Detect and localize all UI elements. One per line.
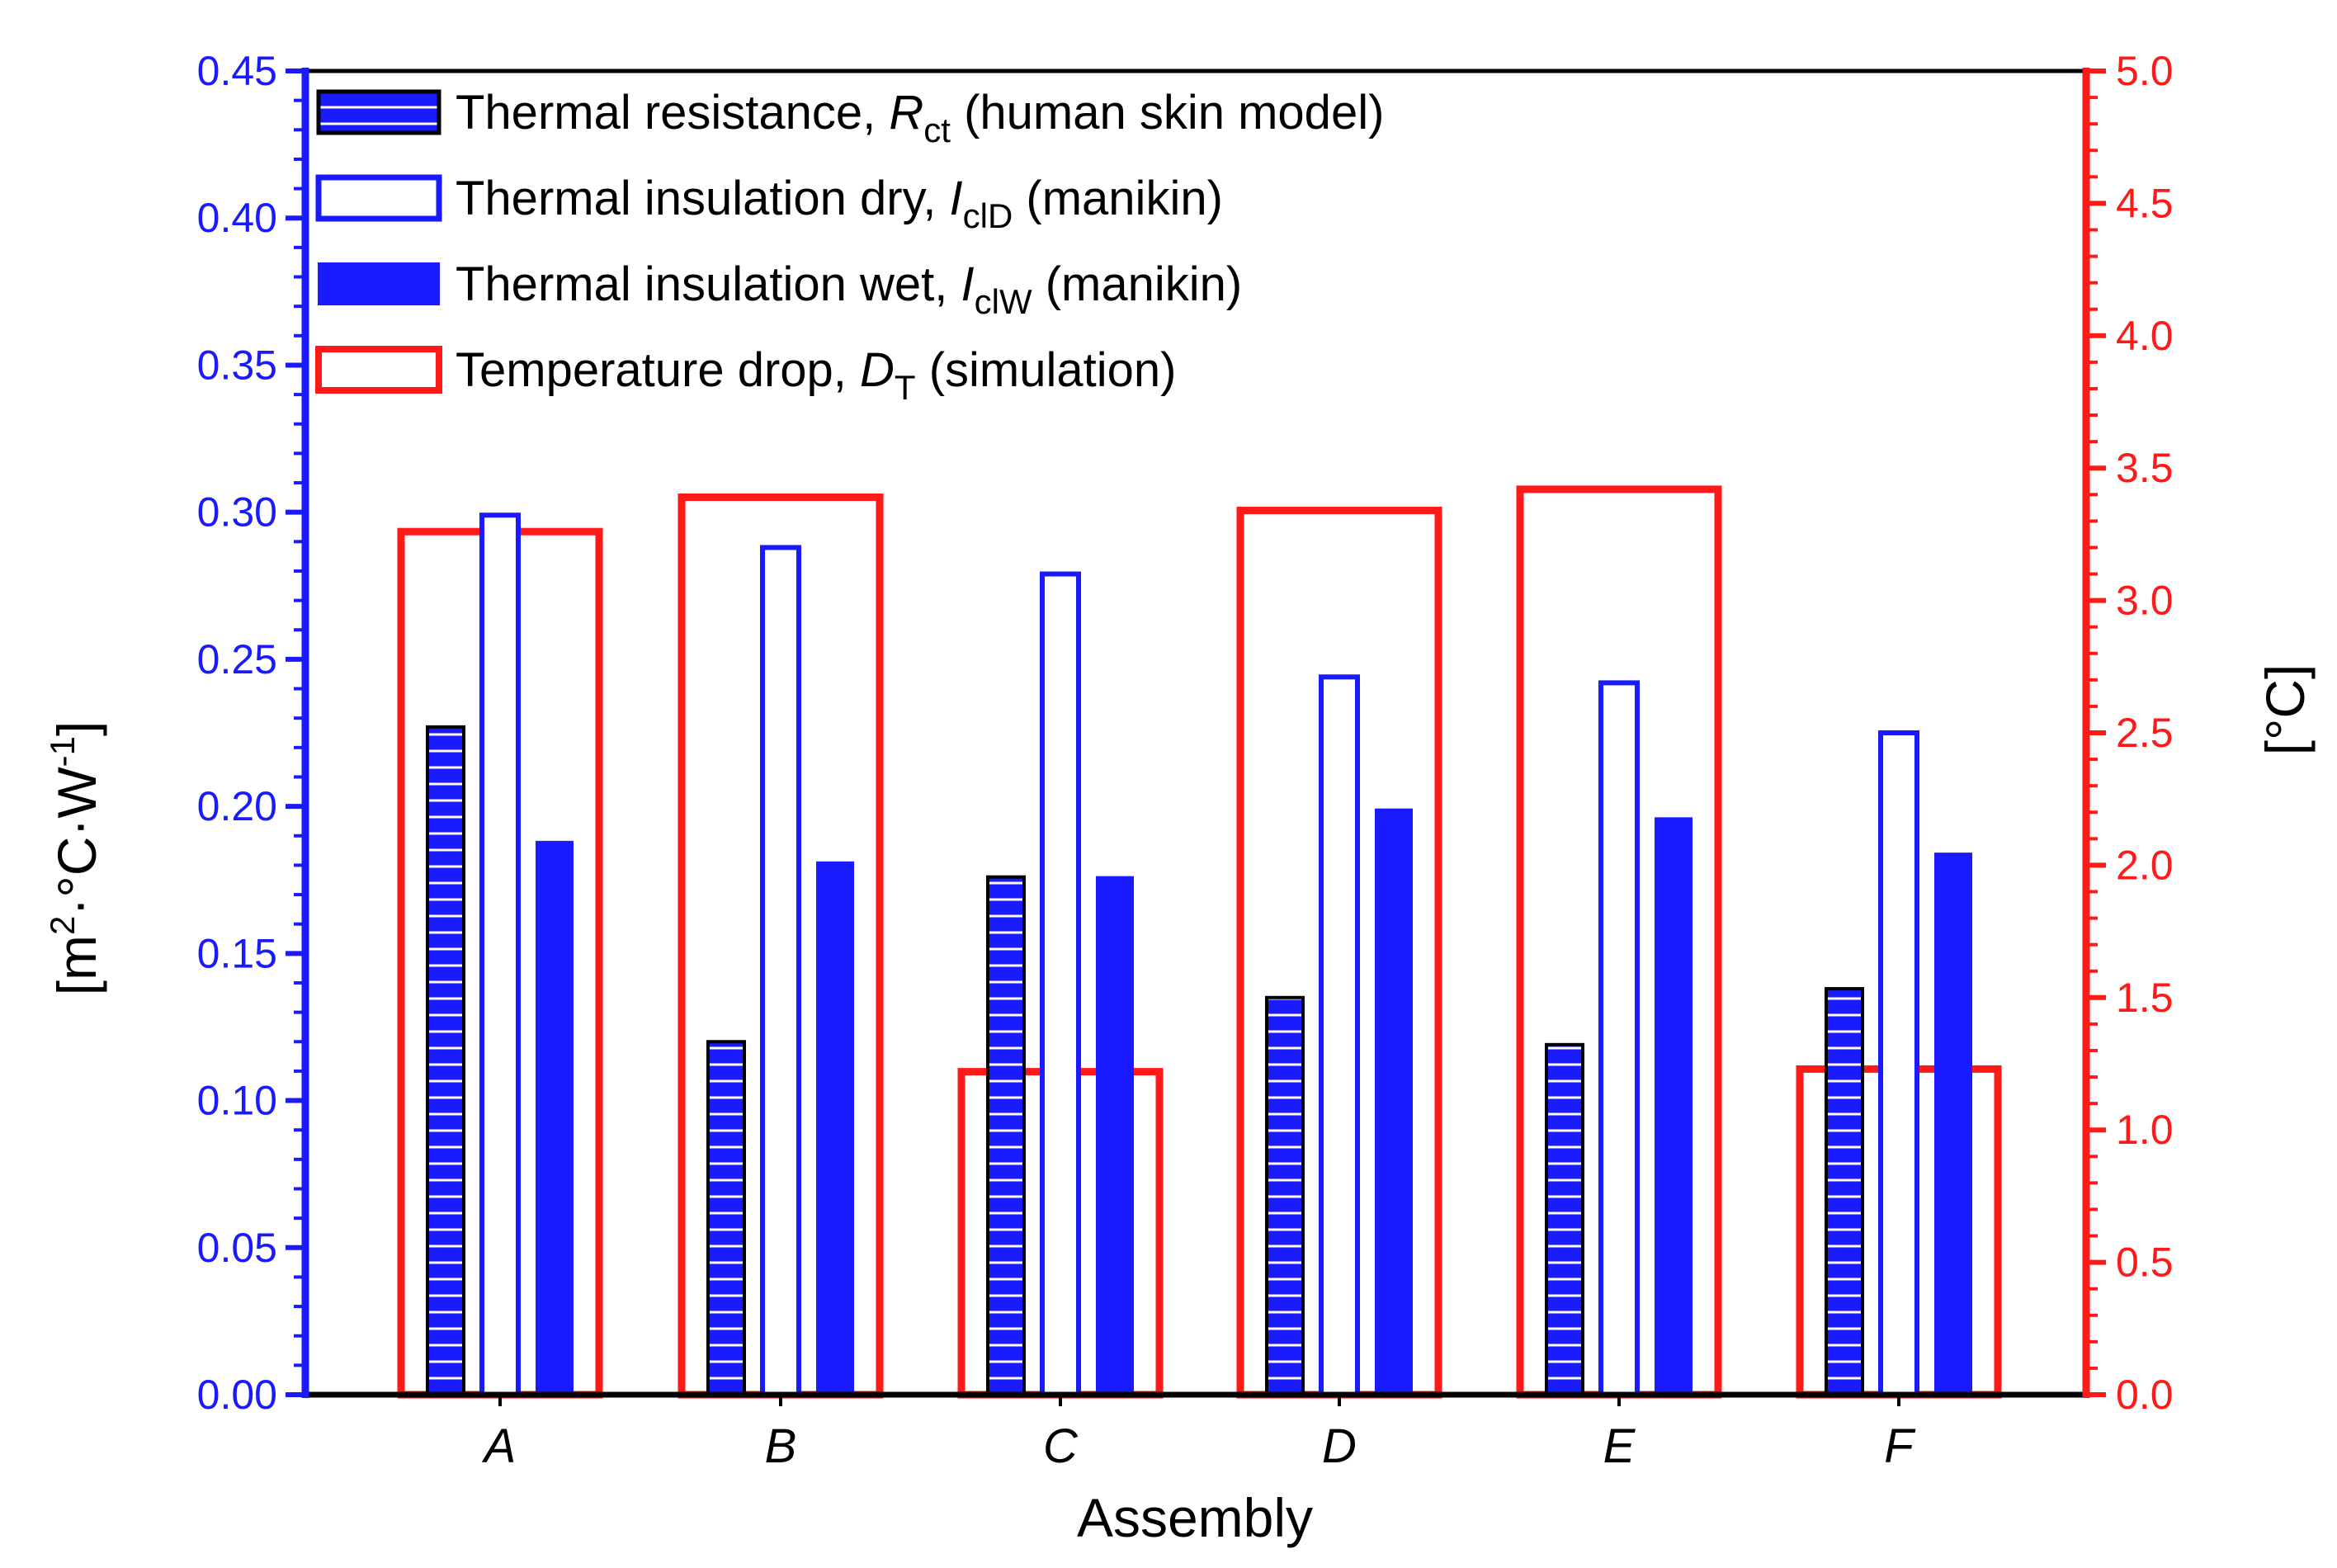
bar-thermal-resistance-F bbox=[1825, 987, 1864, 1397]
left-axis-title-sup1: 2 bbox=[43, 916, 82, 935]
right-tick-label: 4.5 bbox=[2116, 180, 2174, 226]
legend-text-post: (manikin) bbox=[1013, 172, 1223, 225]
right-tick-label: 4.0 bbox=[2116, 313, 2174, 359]
right-axis-ticks: 0.0 0.5 1.0 1.5 2.0 2.5 3.0 3.5 4.0 4.5 5.0 bbox=[2086, 48, 2174, 1418]
bar-insulation-dry-E bbox=[1598, 680, 1640, 1397]
legend-swatch-iclW bbox=[318, 262, 440, 305]
left-tick-label: 0.20 bbox=[197, 783, 277, 829]
bar-thermal-resistance-C bbox=[986, 875, 1026, 1397]
bar-insulation-wet-B bbox=[816, 861, 854, 1396]
legend-text-pre: Thermal insulation dry, bbox=[456, 172, 950, 225]
legend-symbol: I bbox=[950, 172, 963, 225]
legend: Thermal resistance, Rct (human skin mode… bbox=[315, 86, 1384, 407]
right-tick-label: 0.0 bbox=[2116, 1372, 2174, 1418]
right-tick-label: 2.5 bbox=[2116, 710, 2174, 756]
right-tick-label: 5.0 bbox=[2116, 48, 2174, 94]
legend-symbol: I bbox=[961, 257, 974, 311]
bar-insulation-wet-E bbox=[1655, 817, 1693, 1396]
category-label-F: F bbox=[1884, 1419, 1916, 1473]
legend-text-post: (human skin model) bbox=[951, 86, 1384, 139]
left-tick-label: 0.10 bbox=[197, 1078, 277, 1124]
bar-insulation-wet-C bbox=[1096, 876, 1134, 1396]
bar-insulation-wet-F bbox=[1934, 852, 1972, 1396]
x-axis-title: Assembly bbox=[1077, 1487, 1313, 1548]
right-axis-title: [°C] bbox=[2254, 664, 2316, 756]
right-tick-label: 3.0 bbox=[2116, 578, 2174, 624]
legend-subscript: T bbox=[895, 368, 916, 407]
bar-insulation-wet-D bbox=[1375, 808, 1413, 1396]
left-tick-label: 0.45 bbox=[197, 48, 277, 94]
bar-insulation-dry-C bbox=[1040, 571, 1081, 1397]
bar-thermal-resistance-D bbox=[1265, 995, 1305, 1397]
left-axis-title-prefix: [m bbox=[46, 935, 107, 995]
legend-subscript: clD bbox=[963, 196, 1013, 235]
legend-subscript: ct bbox=[923, 111, 951, 149]
left-axis-title: [m2·°C·W-1] bbox=[43, 721, 107, 996]
left-tick-label: 0.25 bbox=[197, 636, 277, 682]
legend-swatch-dt bbox=[315, 346, 442, 394]
legend-subscript: clW bbox=[975, 282, 1032, 321]
category-labels: A B C D E F bbox=[482, 1395, 1916, 1473]
bar-insulation-dry-B bbox=[760, 545, 801, 1398]
right-tick-label: 1.5 bbox=[2116, 975, 2174, 1021]
right-tick-label: 3.5 bbox=[2116, 445, 2174, 491]
category-label-D: D bbox=[1322, 1419, 1357, 1473]
legend-text-post: (simulation) bbox=[916, 343, 1177, 397]
bars-layer bbox=[397, 485, 2002, 1399]
category-label-B: B bbox=[765, 1419, 797, 1473]
legend-label-dt: Temperature drop, DT (simulation) bbox=[456, 343, 1176, 407]
right-tick-label: 1.0 bbox=[2116, 1107, 2174, 1153]
category-label-C: C bbox=[1043, 1419, 1079, 1473]
right-tick-label: 2.0 bbox=[2116, 842, 2174, 888]
left-axis-ticks: 0.00 0.05 0.10 0.15 0.20 0.25 0.30 0.35 0.40 0.45 bbox=[197, 48, 305, 1418]
left-tick-label: 0.05 bbox=[197, 1225, 277, 1271]
right-tick-label: 0.5 bbox=[2116, 1240, 2174, 1286]
legend-text-pre: Thermal insulation wet, bbox=[456, 257, 961, 311]
left-tick-label: 0.30 bbox=[197, 489, 277, 536]
left-tick-label: 0.35 bbox=[197, 342, 277, 388]
category-label-E: E bbox=[1603, 1419, 1636, 1473]
bar-thermal-resistance-B bbox=[706, 1040, 746, 1397]
bar-thermal-resistance-E bbox=[1545, 1042, 1584, 1396]
bar-insulation-dry-D bbox=[1319, 674, 1360, 1397]
legend-label-rct: Thermal resistance, Rct (human skin mode… bbox=[456, 86, 1384, 149]
left-axis-title-suffix: ] bbox=[46, 721, 107, 736]
left-tick-label: 0.15 bbox=[197, 930, 277, 976]
legend-symbol: D bbox=[860, 343, 895, 397]
bar-insulation-dry-F bbox=[1878, 730, 1919, 1397]
legend-swatch-iclD bbox=[315, 174, 442, 222]
bar-insulation-wet-A bbox=[536, 840, 574, 1396]
legend-label-iclD: Thermal insulation dry, IclD (manikin) bbox=[456, 172, 1223, 235]
category-label-A: A bbox=[482, 1419, 517, 1473]
bar-insulation-dry-A bbox=[479, 512, 521, 1398]
legend-swatch-rct bbox=[316, 89, 441, 135]
legend-label-iclW: Thermal insulation wet, IclW (manikin) bbox=[456, 257, 1242, 321]
left-axis-title-sup2: -1 bbox=[43, 736, 82, 767]
left-axis-title-mid: ·°C·W bbox=[46, 767, 107, 916]
bar-thermal-resistance-A bbox=[426, 725, 465, 1396]
left-tick-label: 0.00 bbox=[197, 1372, 277, 1418]
legend-text-pre: Temperature drop, bbox=[456, 343, 860, 397]
left-tick-label: 0.40 bbox=[197, 195, 277, 241]
legend-text-pre: Thermal resistance, bbox=[456, 86, 889, 139]
legend-text-post: (manikin) bbox=[1032, 257, 1243, 311]
legend-symbol: R bbox=[889, 86, 923, 139]
